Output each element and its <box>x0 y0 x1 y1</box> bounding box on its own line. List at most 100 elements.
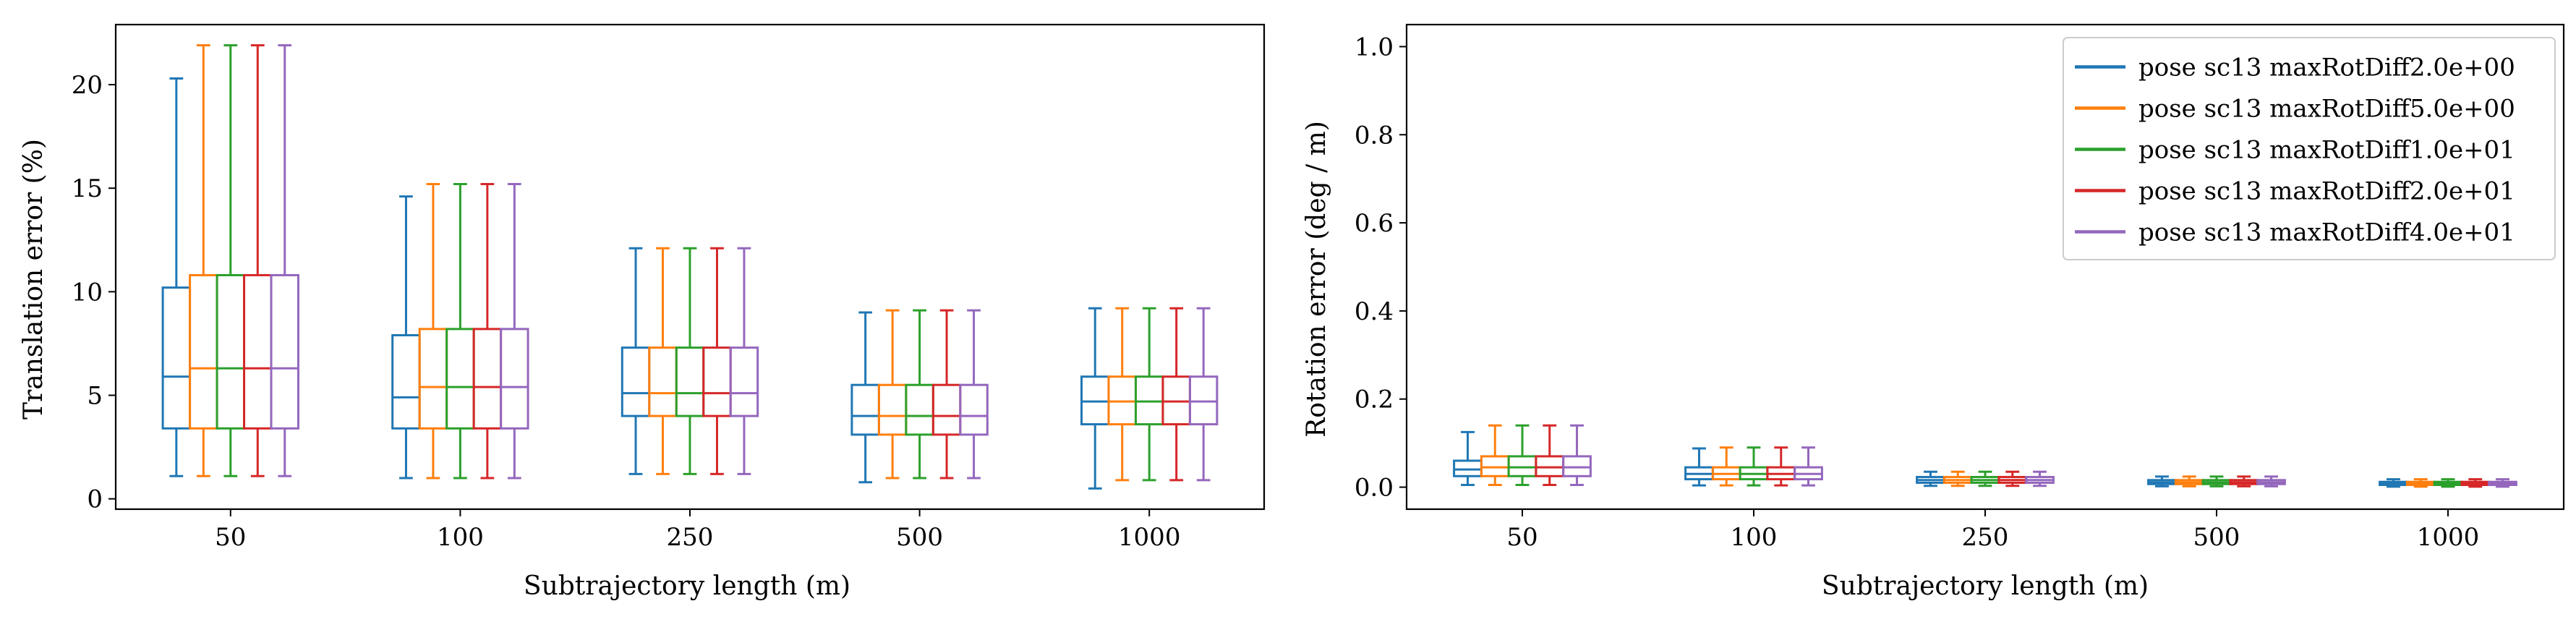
panel-1-y-tick-label: 0.4 <box>1355 297 1394 326</box>
box-plot <box>1916 470 1945 487</box>
translation-error-panel: Subtrajectory length (m) Translation err… <box>19 23 1266 601</box>
panel-1-y-tick-label: 0.8 <box>1355 121 1394 150</box>
box-plot <box>675 247 705 475</box>
box-plot <box>500 182 529 480</box>
panel-0-x-tick-label: 250 <box>667 523 714 552</box>
panel-0-y-tick-label: 0 <box>87 485 103 514</box>
panel-1-series-2 <box>1507 424 2463 488</box>
box-plot <box>2229 475 2259 487</box>
box-body <box>391 333 421 430</box>
box-plot <box>729 247 759 475</box>
box-plot <box>1684 447 1714 487</box>
legend-entry: pose sc13 maxRotDiff1.0e+01 <box>2075 136 2515 165</box>
panel-0-series-0 <box>161 77 1110 490</box>
panel-0-x-tick-label: 500 <box>896 523 943 552</box>
box-body <box>161 286 192 430</box>
legend-frame <box>2063 37 2556 260</box>
panel-0-y-tick-label: 10 <box>72 278 103 307</box>
box-plot <box>2405 478 2436 488</box>
panel-1-x-tick-label: 1000 <box>2417 523 2480 552</box>
legend-entry: pose sc13 maxRotDiff4.0e+01 <box>2075 218 2515 247</box>
box-plot <box>1794 446 1823 487</box>
rotation-error-panel: Subtrajectory length (m) Rotation error … <box>1302 23 2565 601</box>
box-body <box>959 383 989 436</box>
panel-1-x-tick-label: 250 <box>1962 523 2009 552</box>
box-body <box>270 273 299 430</box>
panel-1-x-tick-label: 50 <box>1506 523 1538 552</box>
box-plot <box>418 182 448 480</box>
box-body <box>648 346 678 417</box>
panel-1-y-tick-label: 0.0 <box>1355 474 1394 503</box>
legend-label: pose sc13 maxRotDiff2.0e+01 <box>2138 177 2515 206</box>
box-body <box>445 328 475 430</box>
box-plot <box>931 309 962 480</box>
box-body <box>931 383 962 436</box>
box-plot <box>648 247 678 475</box>
panel-0-y-axis-label: Translation error (%) <box>19 139 48 419</box>
panel-1-y-tick-label: 1.0 <box>1355 33 1394 61</box>
panel-0-x-axis-label: Subtrajectory length (m) <box>524 571 850 601</box>
legend-label: pose sc13 maxRotDiff5.0e+00 <box>2138 95 2515 124</box>
panel-0-series-3 <box>243 44 1191 482</box>
legend-entry: pose sc13 maxRotDiff5.0e+00 <box>2075 95 2515 124</box>
panel-0-y-tick-label: 20 <box>72 71 103 100</box>
box-plot <box>850 311 880 484</box>
panel-0-x-tick-label: 1000 <box>1118 523 1181 552</box>
box-plot <box>445 182 475 480</box>
panel-1-y-tick-label: 0.2 <box>1355 385 1394 414</box>
box-plot <box>1134 307 1164 482</box>
panel-1-y-tick-label: 0.6 <box>1355 209 1394 238</box>
panel-1-x-tick-label: 100 <box>1731 523 1778 552</box>
box-body <box>877 383 908 436</box>
box-plot <box>877 309 908 480</box>
box-plot <box>1562 424 1592 486</box>
box-plot <box>1766 446 1796 487</box>
legend-label: pose sc13 maxRotDiff4.0e+01 <box>2138 218 2515 247</box>
box-plot <box>216 44 246 477</box>
box-plot <box>1161 307 1191 482</box>
panel-0-x-tick-label: 100 <box>437 523 484 552</box>
panel-0-x-tick-label: 50 <box>215 523 246 552</box>
box-plot <box>391 195 421 480</box>
box-plot <box>2256 475 2286 487</box>
box-plot <box>905 309 934 480</box>
box-body <box>905 383 934 436</box>
box-body <box>1507 455 1538 477</box>
legend-entry: pose sc13 maxRotDiff2.0e+01 <box>2075 177 2515 206</box>
box-plot <box>2174 475 2204 487</box>
box-plot <box>472 182 503 480</box>
panel-1-series-3 <box>1535 424 2491 488</box>
box-plot <box>1970 470 2000 487</box>
box-plot <box>2025 470 2055 487</box>
box-plot <box>959 309 989 480</box>
box-plot <box>1535 424 1565 486</box>
box-plot <box>2201 475 2232 487</box>
box-plot <box>1107 307 1137 482</box>
box-plot <box>1080 307 1110 490</box>
panel-0-y-tick-label: 15 <box>72 174 103 203</box>
panel-0-y-tick-label: 5 <box>87 382 103 411</box>
box-plot <box>161 77 192 477</box>
box-plot <box>1480 424 1510 486</box>
box-plot <box>2488 478 2517 488</box>
panel-1-x-tick-label: 500 <box>2193 523 2240 552</box>
panel-1-series-0 <box>1453 430 2408 488</box>
box-body <box>243 273 273 430</box>
panel-0-series-1 <box>189 44 1137 482</box>
box-plot <box>189 44 218 477</box>
legend: pose sc13 maxRotDiff2.0e+00 pose sc13 max… <box>2063 37 2556 260</box>
box-body <box>702 346 732 417</box>
box-plot <box>1711 446 1741 487</box>
panel-0-series-4 <box>270 44 1219 482</box>
box-plot <box>2433 478 2463 488</box>
box-plot <box>2460 478 2491 488</box>
box-plot <box>1453 430 1483 486</box>
panel-1-x-axis-label: Subtrajectory length (m) <box>1822 571 2149 601</box>
box-plot <box>2379 478 2408 488</box>
box-plot <box>2147 475 2177 487</box>
box-body <box>850 383 880 436</box>
box-body <box>1480 455 1510 477</box>
box-body <box>189 273 218 430</box>
box-body <box>1562 455 1592 477</box>
